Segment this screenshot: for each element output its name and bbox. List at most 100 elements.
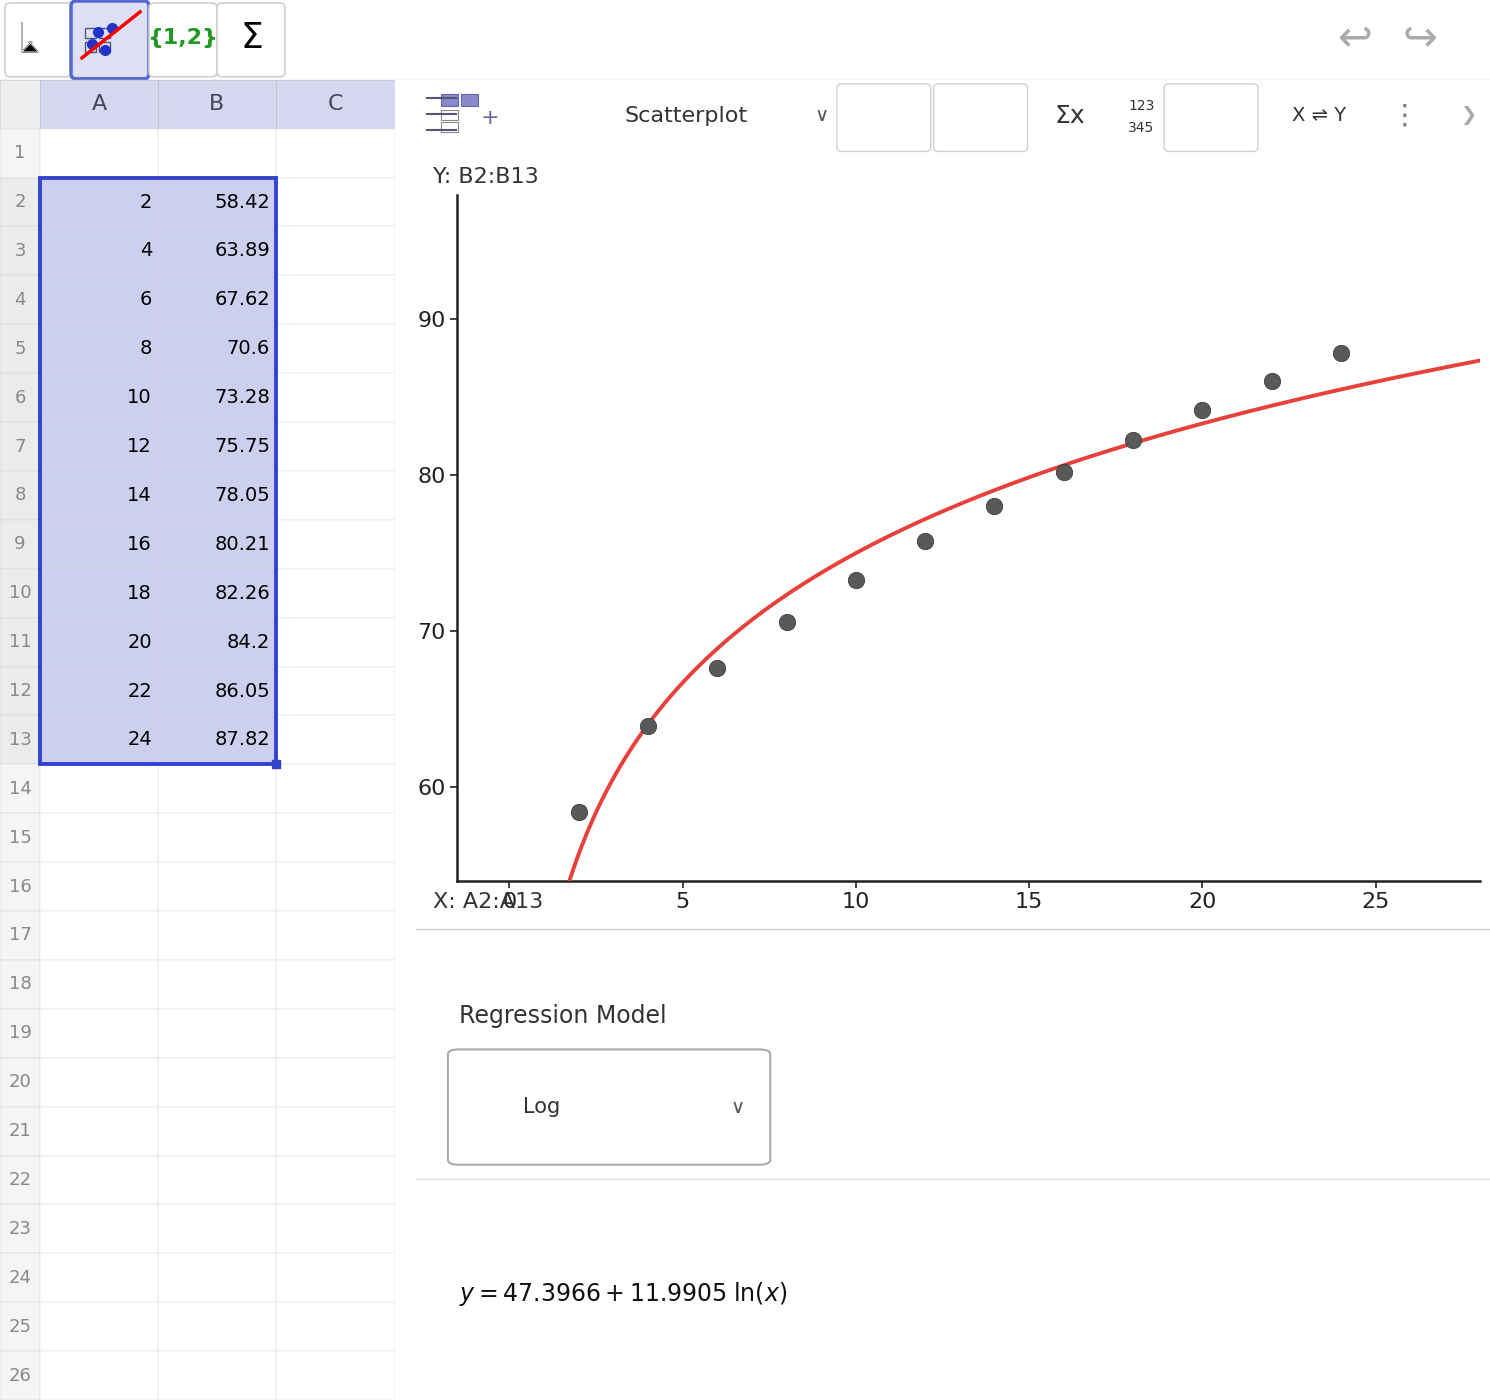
Point <box>1259 370 1283 392</box>
Bar <box>276 715 395 764</box>
Bar <box>158 715 276 764</box>
Text: 25: 25 <box>9 1317 31 1336</box>
FancyBboxPatch shape <box>934 84 1028 151</box>
Bar <box>40 1155 158 1204</box>
Bar <box>276 1009 395 1058</box>
Bar <box>40 80 158 129</box>
Bar <box>158 862 276 911</box>
Text: 24: 24 <box>9 1268 31 1287</box>
Bar <box>276 764 395 813</box>
Text: 8: 8 <box>140 339 152 358</box>
Bar <box>40 470 158 519</box>
Text: 70.6: 70.6 <box>226 339 270 358</box>
Bar <box>158 960 276 1009</box>
Bar <box>40 129 158 178</box>
Text: ⋮: ⋮ <box>1390 102 1418 130</box>
Bar <box>276 911 395 960</box>
Bar <box>276 80 395 129</box>
Bar <box>0 325 40 374</box>
Text: 20: 20 <box>9 1074 31 1091</box>
Text: ↩: ↩ <box>1338 17 1372 59</box>
Bar <box>40 568 158 617</box>
Text: 4: 4 <box>140 241 152 260</box>
Bar <box>158 178 276 227</box>
Text: {1,2}: {1,2} <box>148 28 219 48</box>
FancyBboxPatch shape <box>4 3 73 77</box>
Text: 10: 10 <box>127 388 152 407</box>
Text: 18: 18 <box>9 976 31 994</box>
Text: 12: 12 <box>127 437 152 456</box>
Bar <box>98 42 110 52</box>
Bar <box>40 276 158 325</box>
Bar <box>0 129 40 178</box>
Bar <box>40 862 158 911</box>
Text: 20: 20 <box>127 633 152 651</box>
Text: $y = 47.3966 + 11.9905\;\ln(x)$: $y = 47.3966 + 11.9905\;\ln(x)$ <box>459 1281 787 1309</box>
Bar <box>158 276 276 325</box>
Bar <box>0 519 40 568</box>
Text: 22: 22 <box>9 1170 31 1189</box>
Text: ❯: ❯ <box>1460 106 1477 125</box>
Point <box>843 568 867 591</box>
Text: 123: 123 <box>1128 98 1155 112</box>
Bar <box>158 1155 276 1204</box>
Bar <box>276 470 395 519</box>
Bar <box>158 1253 276 1302</box>
Text: Regression Model: Regression Model <box>459 1004 666 1028</box>
Text: 11: 11 <box>9 633 31 651</box>
Bar <box>40 1351 158 1400</box>
Text: 78.05: 78.05 <box>215 486 270 505</box>
Bar <box>957 109 997 137</box>
Bar <box>276 813 395 862</box>
Bar <box>158 421 276 470</box>
FancyBboxPatch shape <box>218 3 285 77</box>
Text: 9: 9 <box>15 535 25 553</box>
Bar <box>276 1106 395 1155</box>
Point <box>705 657 729 679</box>
Bar <box>40 617 158 666</box>
Bar <box>158 1351 276 1400</box>
Bar <box>158 666 276 715</box>
Point <box>1329 342 1353 364</box>
Bar <box>40 227 158 276</box>
Text: 16: 16 <box>9 878 31 896</box>
Text: 14: 14 <box>127 486 152 505</box>
Bar <box>158 470 276 519</box>
Point <box>913 531 937 553</box>
Bar <box>85 42 95 52</box>
Text: ∨: ∨ <box>732 1098 745 1117</box>
Bar <box>276 519 395 568</box>
Text: 7: 7 <box>15 438 25 455</box>
Point <box>566 801 590 823</box>
Bar <box>40 519 158 568</box>
Bar <box>40 715 158 764</box>
Text: 3: 3 <box>15 242 25 260</box>
Text: 67.62: 67.62 <box>215 290 270 309</box>
Text: 14: 14 <box>9 780 31 798</box>
Bar <box>0 1302 40 1351</box>
Bar <box>271 760 280 769</box>
Bar <box>158 129 276 178</box>
Bar <box>0 764 40 813</box>
Text: 6: 6 <box>140 290 152 309</box>
Bar <box>0 1204 40 1253</box>
Point <box>775 610 799 633</box>
Text: 17: 17 <box>9 927 31 945</box>
FancyBboxPatch shape <box>72 1 149 78</box>
Bar <box>40 960 158 1009</box>
Bar <box>158 80 276 129</box>
Bar <box>276 1155 395 1204</box>
Bar <box>276 129 395 178</box>
Bar <box>0 862 40 911</box>
Text: 4: 4 <box>15 291 25 309</box>
Text: 19: 19 <box>9 1025 31 1042</box>
Bar <box>276 1058 395 1106</box>
Text: 2: 2 <box>140 193 152 211</box>
Polygon shape <box>22 22 39 52</box>
Bar <box>40 1302 158 1351</box>
Text: 80.21: 80.21 <box>215 535 270 554</box>
Bar <box>0 421 40 470</box>
Text: Y: B2:B13: Y: B2:B13 <box>432 167 538 188</box>
Bar <box>40 764 158 813</box>
Point <box>1191 399 1214 421</box>
